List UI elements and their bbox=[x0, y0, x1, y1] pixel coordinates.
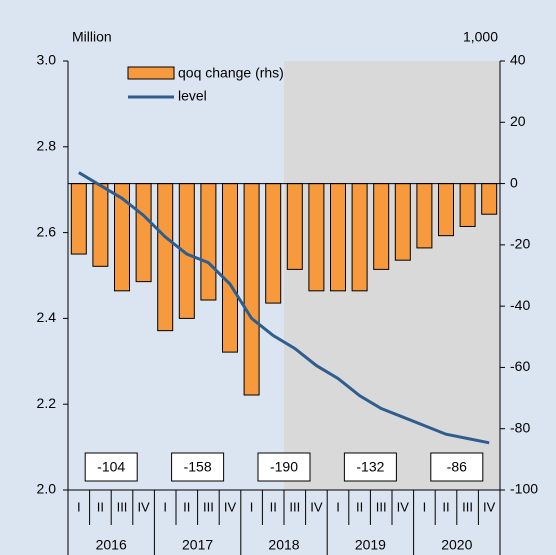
annual-box bbox=[257, 452, 311, 482]
annual-label: -132 bbox=[356, 459, 384, 475]
left-axis-label: Million bbox=[72, 29, 112, 45]
x-tick-label: III bbox=[203, 499, 214, 514]
y2-tick-label: -80 bbox=[510, 419, 530, 435]
annual-box bbox=[343, 452, 397, 482]
annual-box bbox=[84, 452, 138, 482]
y2-tick-label: 20 bbox=[510, 113, 526, 129]
year-label: 2019 bbox=[355, 537, 386, 553]
annual-label: -104 bbox=[97, 459, 125, 475]
x-tick-label: II bbox=[97, 499, 104, 514]
x-tick-label: I bbox=[77, 499, 81, 514]
annual-label: -158 bbox=[184, 459, 212, 475]
y-tick-label: 2.4 bbox=[37, 309, 57, 325]
annual-box bbox=[171, 452, 225, 482]
right-axis-label: 1,000 bbox=[463, 29, 498, 45]
y2-tick-label: -60 bbox=[510, 358, 530, 374]
annual-box bbox=[430, 452, 484, 482]
bar bbox=[416, 183, 433, 249]
level-line bbox=[78, 171, 490, 445]
bar bbox=[459, 183, 476, 227]
bar bbox=[373, 183, 390, 270]
legend-swatch bbox=[127, 66, 175, 80]
bar bbox=[200, 183, 217, 301]
x-tick-label: III bbox=[376, 499, 387, 514]
x-tick-label: II bbox=[442, 499, 449, 514]
x-tick-label: II bbox=[356, 499, 363, 514]
y2-tick-label: -100 bbox=[510, 481, 538, 497]
x-tick-label: IV bbox=[397, 499, 410, 514]
x-tick-label: IV bbox=[483, 499, 496, 514]
bar bbox=[481, 183, 498, 215]
x-tick-label: II bbox=[270, 499, 277, 514]
y2-tick-label: 0 bbox=[510, 174, 518, 190]
x-tick-label: I bbox=[250, 499, 254, 514]
y-tick-label: 2.2 bbox=[37, 395, 57, 411]
x-tick-label: III bbox=[289, 499, 300, 514]
x-tick-label: IV bbox=[137, 499, 150, 514]
x-tick-label: IV bbox=[310, 499, 323, 514]
y2-tick-label: -20 bbox=[510, 236, 530, 252]
y-tick-label: 2.8 bbox=[37, 138, 57, 154]
year-label: 2018 bbox=[268, 537, 299, 553]
bar bbox=[243, 183, 260, 396]
y-tick-label: 2.0 bbox=[37, 481, 57, 497]
bar bbox=[438, 183, 454, 237]
bar bbox=[286, 183, 303, 270]
annual-label: -190 bbox=[270, 459, 298, 475]
x-tick-label: I bbox=[163, 499, 167, 514]
legend-label: level bbox=[178, 88, 207, 104]
x-tick-label: II bbox=[183, 499, 190, 514]
x-tick-label: III bbox=[462, 499, 473, 514]
bar bbox=[330, 183, 346, 292]
y2-tick-label: -40 bbox=[510, 297, 530, 313]
annual-label: -86 bbox=[447, 459, 467, 475]
year-label: 2020 bbox=[441, 537, 472, 553]
bar bbox=[222, 183, 238, 353]
x-tick-label: I bbox=[336, 499, 340, 514]
bar bbox=[394, 183, 411, 261]
y2-tick-label: 40 bbox=[510, 52, 526, 68]
bar bbox=[70, 183, 87, 255]
x-tick-label: III bbox=[117, 499, 128, 514]
bar bbox=[135, 183, 152, 283]
year-label: 2017 bbox=[182, 537, 213, 553]
legend-label: qoq change (rhs) bbox=[178, 65, 284, 81]
x-tick-label: I bbox=[423, 499, 427, 514]
year-label: 2016 bbox=[96, 537, 127, 553]
bar bbox=[157, 183, 174, 332]
bar bbox=[265, 183, 282, 304]
y-tick-label: 3.0 bbox=[37, 52, 57, 68]
x-tick-label: IV bbox=[224, 499, 237, 514]
bar bbox=[308, 183, 325, 292]
bar bbox=[351, 183, 368, 292]
bar bbox=[92, 183, 109, 267]
y-tick-label: 2.6 bbox=[37, 223, 57, 239]
